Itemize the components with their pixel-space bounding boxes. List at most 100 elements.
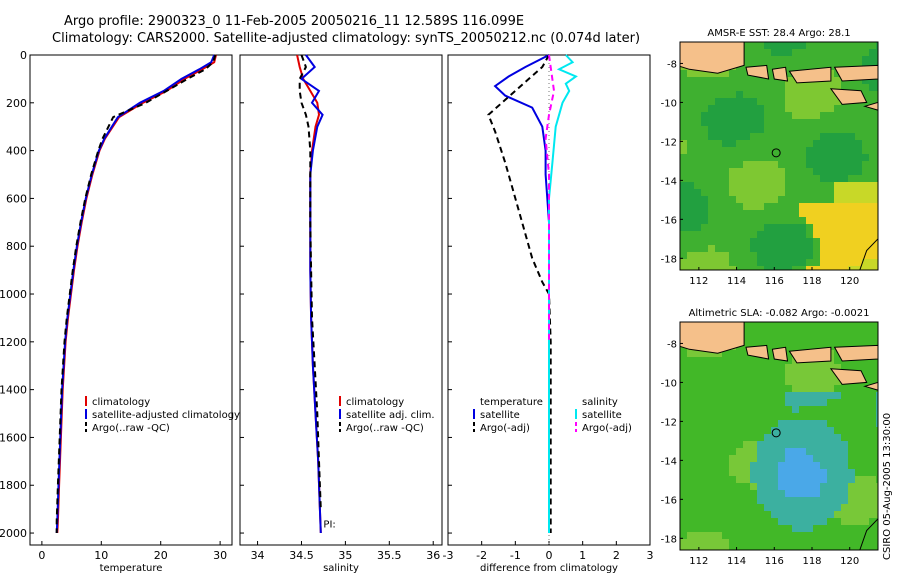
land-island: [829, 88, 868, 105]
map-cell: [820, 378, 827, 385]
map-cell: [736, 196, 743, 203]
x-tick-label: 2: [613, 549, 620, 562]
map-cell: [841, 154, 848, 161]
map-cell: [855, 154, 862, 161]
map-cell: [750, 455, 757, 462]
map-cell: [743, 203, 750, 210]
y-tick-label: -18: [661, 254, 677, 265]
map-cell: [743, 175, 750, 182]
map-cell: [792, 252, 799, 259]
map-cell: [855, 203, 862, 210]
x-tick-label: 3: [647, 549, 654, 562]
map-cell: [771, 252, 778, 259]
map-cell: [771, 455, 778, 462]
legend-label: Argo(..raw -QC): [92, 423, 170, 434]
map-cell: [736, 98, 743, 105]
map-cell: [764, 490, 771, 497]
map-cell: [841, 490, 848, 497]
map-cell: [792, 84, 799, 91]
map-cell: [806, 448, 813, 455]
map-cell: [841, 140, 848, 147]
map-cell: [841, 504, 848, 511]
map-cell: [750, 168, 757, 175]
map-cell: [750, 112, 757, 119]
map-cell: [750, 476, 757, 483]
map-cell: [708, 105, 715, 112]
map-cell: [785, 476, 792, 483]
map-cell: [827, 427, 834, 434]
map-cell: [806, 105, 813, 112]
map-cell: [743, 168, 750, 175]
map-cell: [687, 252, 694, 259]
map-cell: [799, 259, 806, 266]
map-cell: [792, 392, 799, 399]
map-cell: [792, 399, 799, 406]
map-title: Altimetric SLA: -0.082 Argo: -0.0021: [689, 308, 870, 319]
map-cell: [869, 203, 876, 210]
map-cell: [757, 126, 764, 133]
map-title: AMSR-E SST: 28.4 Argo: 28.1: [707, 28, 850, 39]
map-cell: [820, 91, 827, 98]
map-cell: [708, 266, 715, 270]
map-cell: [834, 133, 841, 140]
map-cell: [876, 406, 878, 413]
map-cell: [820, 434, 827, 441]
map-cell: [869, 504, 876, 511]
y-tick-label: 800: [6, 240, 27, 253]
map-cell: [848, 266, 855, 270]
map-cell: [827, 434, 834, 441]
map-cell: [750, 441, 757, 448]
map-cell: [834, 259, 841, 266]
map-cell: [799, 238, 806, 245]
map-cell: [764, 189, 771, 196]
map-cell: [806, 112, 813, 119]
map-cell: [799, 224, 806, 231]
map-cell: [799, 231, 806, 238]
map-cell: [750, 119, 757, 126]
map-cell: [778, 504, 785, 511]
map-cell: [701, 112, 708, 119]
x-tick-label: 35: [338, 549, 352, 562]
map-cell: [778, 476, 785, 483]
map-cell: [827, 238, 834, 245]
map-cell: [764, 252, 771, 259]
map-cell: [771, 245, 778, 252]
map-cell: [827, 84, 834, 91]
map-cell: [778, 462, 785, 469]
map-cell: [778, 420, 785, 427]
x-tick-label: 112: [689, 276, 708, 287]
map-cell: [750, 105, 757, 112]
map-cell: [862, 483, 869, 490]
map-cell: [848, 483, 855, 490]
map-cell: [841, 224, 848, 231]
map-cell: [813, 217, 820, 224]
map-cell: [764, 504, 771, 511]
map-cell: [827, 105, 834, 112]
map-cell: [701, 350, 708, 357]
series-temperature-satellite-line: [493, 54, 550, 533]
map-cell: [876, 420, 878, 427]
map-cell: [876, 42, 878, 49]
map-cell: [729, 455, 736, 462]
map-cell: [834, 497, 841, 504]
map-cell: [736, 133, 743, 140]
map-cell: [827, 140, 834, 147]
land-island: [788, 346, 832, 364]
map-cell: [785, 490, 792, 497]
map-cell: [876, 238, 878, 245]
map-cell: [792, 448, 799, 455]
map-cell: [792, 518, 799, 525]
map-cell: [848, 154, 855, 161]
land-island: [680, 322, 745, 354]
map-cell: [708, 252, 715, 259]
map-cell: [848, 518, 855, 525]
map-cell: [855, 231, 862, 238]
map-cell: [834, 175, 841, 182]
x-tick-label: 0: [546, 549, 553, 562]
map-cell: [862, 182, 869, 189]
map-cell: [806, 154, 813, 161]
map-cell: [701, 210, 708, 217]
y-tick-label: 1000: [0, 288, 27, 301]
map-cell: [785, 392, 792, 399]
map-cell: [757, 483, 764, 490]
